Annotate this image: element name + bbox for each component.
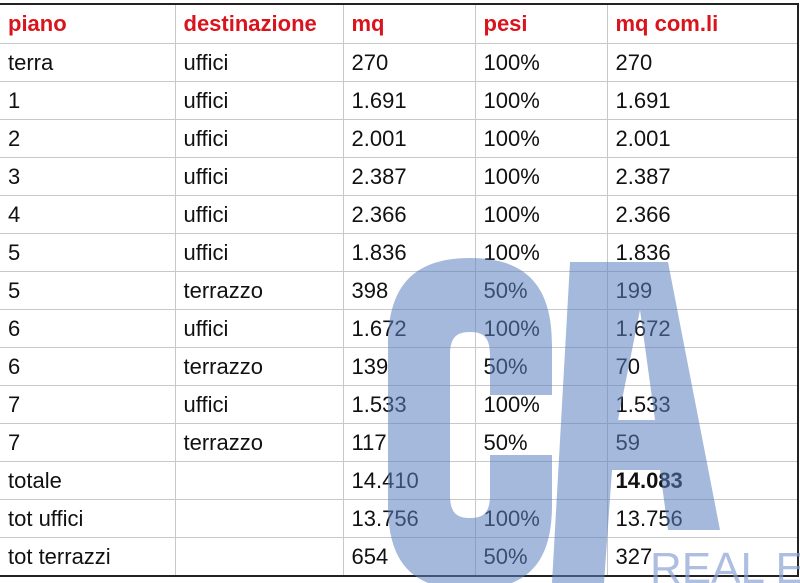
cell-mq: 117 — [342, 423, 476, 462]
cell-mq-commerciali: 2.387 — [606, 157, 799, 196]
table-row: totale 14.410 14.083 — [0, 461, 799, 500]
cell-destinazione — [174, 499, 344, 538]
cell-pesi — [474, 461, 608, 500]
cell-piano: 5 — [0, 233, 176, 272]
table-row: 5 uffici 1.836 100% 1.836 — [0, 233, 799, 272]
cell-mq: 270 — [342, 43, 476, 82]
cell-piano: 2 — [0, 119, 176, 158]
cell-mq-commerciali: 1.672 — [606, 309, 799, 348]
table-row: 1 uffici 1.691 100% 1.691 — [0, 81, 799, 120]
cell-mq: 2.387 — [342, 157, 476, 196]
cell-destinazione: uffici — [174, 385, 344, 424]
cell-pesi: 100% — [474, 385, 608, 424]
cell-piano: 1 — [0, 81, 176, 120]
cell-destinazione — [174, 537, 344, 577]
cell-pesi: 50% — [474, 423, 608, 462]
cell-destinazione — [174, 461, 344, 500]
cell-pesi: 100% — [474, 43, 608, 82]
cell-mq: 13.756 — [342, 499, 476, 538]
cell-mq-commerciali: 70 — [606, 347, 799, 386]
cell-piano: 6 — [0, 347, 176, 386]
table-row: 3 uffici 2.387 100% 2.387 — [0, 157, 799, 196]
cell-mq: 2.366 — [342, 195, 476, 234]
cell-piano: 7 — [0, 423, 176, 462]
cell-piano: tot uffici — [0, 499, 176, 538]
cell-destinazione: uffici — [174, 81, 344, 120]
cell-pesi: 50% — [474, 347, 608, 386]
cell-mq: 2.001 — [342, 119, 476, 158]
header-row: piano destinazione mq pesi mq com.li — [0, 3, 799, 44]
cell-mq: 1.533 — [342, 385, 476, 424]
cell-piano: 3 — [0, 157, 176, 196]
cell-destinazione: uffici — [174, 233, 344, 272]
cell-pesi: 50% — [474, 271, 608, 310]
table-row: 6 uffici 1.672 100% 1.672 — [0, 309, 799, 348]
cell-mq-commerciali: 327 — [606, 537, 799, 577]
cell-destinazione: uffici — [174, 157, 344, 196]
cell-piano: tot terrazzi — [0, 537, 176, 577]
cell-piano: 4 — [0, 195, 176, 234]
cell-pesi: 50% — [474, 537, 608, 577]
table-row: tot terrazzi 654 50% 327 — [0, 537, 799, 577]
cell-piano: 5 — [0, 271, 176, 310]
cell-destinazione: uffici — [174, 309, 344, 348]
cell-destinazione: terrazzo — [174, 271, 344, 310]
header-mq-commerciali: mq com.li — [606, 3, 799, 44]
cell-piano: totale — [0, 461, 176, 500]
cell-mq: 139 — [342, 347, 476, 386]
cell-piano: terra — [0, 43, 176, 82]
cell-pesi: 100% — [474, 195, 608, 234]
cell-mq-commerciali: 14.083 — [606, 461, 799, 500]
cell-mq: 1.836 — [342, 233, 476, 272]
cell-piano: 6 — [0, 309, 176, 348]
table-row: 7 uffici 1.533 100% 1.533 — [0, 385, 799, 424]
cell-pesi: 100% — [474, 157, 608, 196]
cell-mq-commerciali: 270 — [606, 43, 799, 82]
cell-mq: 398 — [342, 271, 476, 310]
table-row: 5 terrazzo 398 50% 199 — [0, 271, 799, 310]
cell-mq-commerciali: 1.836 — [606, 233, 799, 272]
header-destinazione: destinazione — [174, 3, 344, 44]
cell-pesi: 100% — [474, 233, 608, 272]
table-row: terra uffici 270 100% 270 — [0, 43, 799, 82]
table-row: 6 terrazzo 139 50% 70 — [0, 347, 799, 386]
cell-pesi: 100% — [474, 309, 608, 348]
cell-mq-commerciali: 2.001 — [606, 119, 799, 158]
cell-piano: 7 — [0, 385, 176, 424]
table-row: 4 uffici 2.366 100% 2.366 — [0, 195, 799, 234]
cell-pesi: 100% — [474, 119, 608, 158]
cell-mq: 654 — [342, 537, 476, 577]
cell-destinazione: uffici — [174, 195, 344, 234]
cell-mq-commerciali: 1.691 — [606, 81, 799, 120]
cell-destinazione: uffici — [174, 43, 344, 82]
cell-mq-commerciali: 1.533 — [606, 385, 799, 424]
cell-destinazione: uffici — [174, 119, 344, 158]
surface-table: piano destinazione mq pesi mq com.li ter… — [0, 3, 799, 577]
cell-mq: 1.691 — [342, 81, 476, 120]
table-row: 7 terrazzo 117 50% 59 — [0, 423, 799, 462]
cell-destinazione: terrazzo — [174, 423, 344, 462]
header-mq: mq — [342, 3, 476, 44]
cell-mq-commerciali: 199 — [606, 271, 799, 310]
header-pesi: pesi — [474, 3, 608, 44]
table-row: tot uffici 13.756 100% 13.756 — [0, 499, 799, 538]
cell-pesi: 100% — [474, 81, 608, 120]
cell-pesi: 100% — [474, 499, 608, 538]
header-piano: piano — [0, 3, 176, 44]
cell-mq-commerciali: 13.756 — [606, 499, 799, 538]
cell-mq: 14.410 — [342, 461, 476, 500]
table-row: 2 uffici 2.001 100% 2.001 — [0, 119, 799, 158]
cell-mq: 1.672 — [342, 309, 476, 348]
cell-mq-commerciali: 2.366 — [606, 195, 799, 234]
cell-mq-commerciali: 59 — [606, 423, 799, 462]
cell-destinazione: terrazzo — [174, 347, 344, 386]
